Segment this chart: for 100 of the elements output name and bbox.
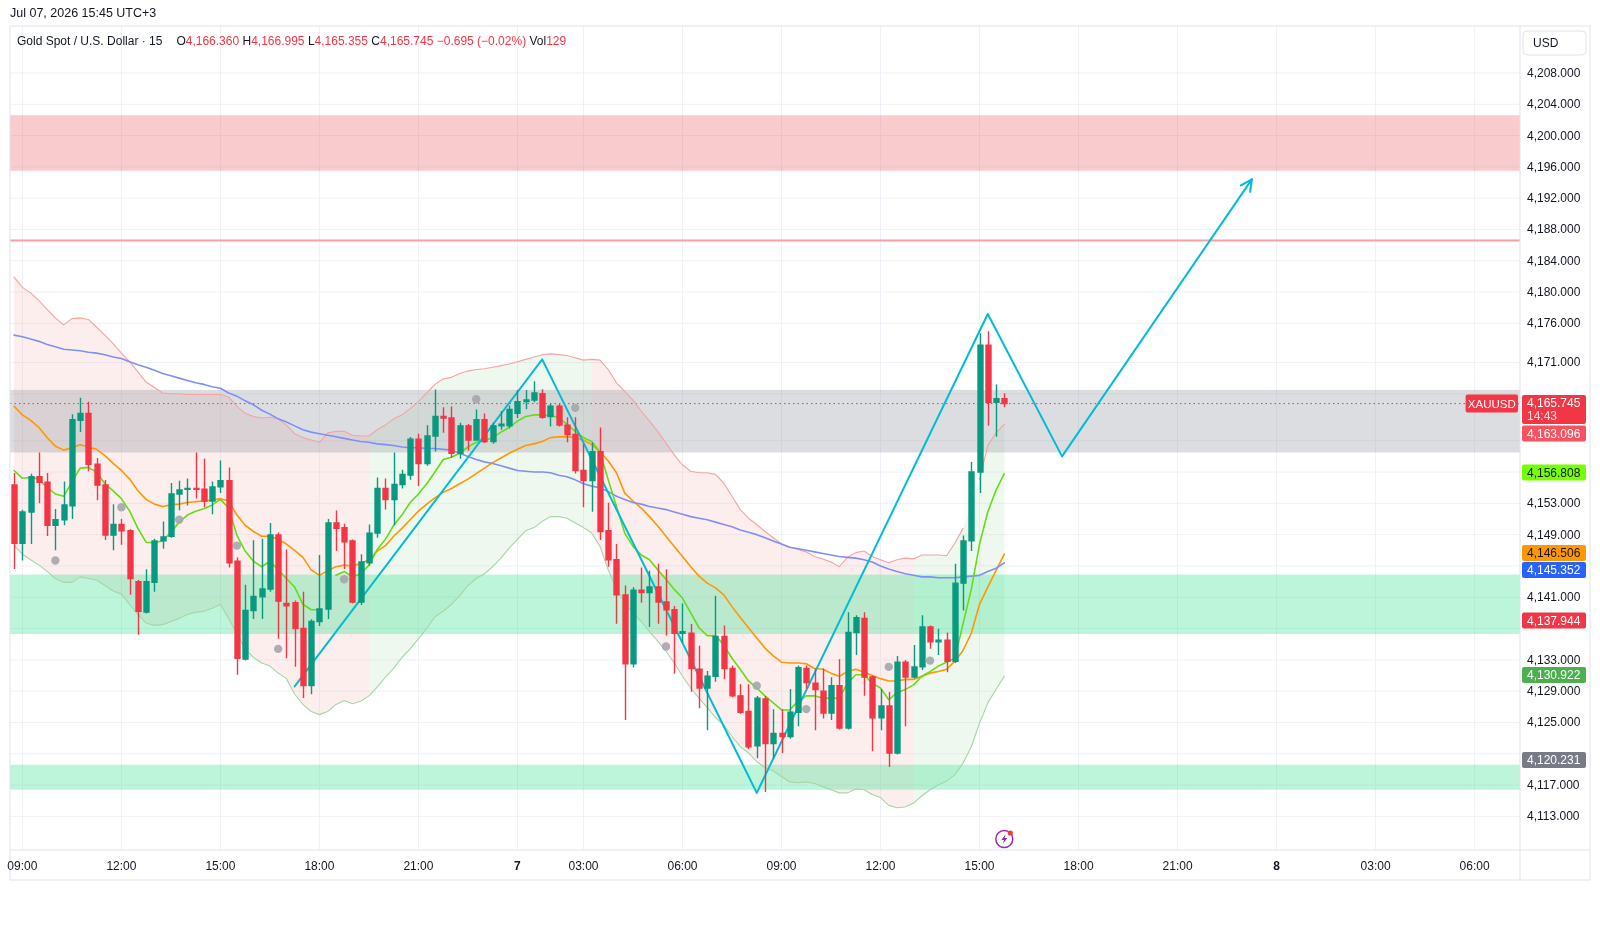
x-tick-label: 09:00 [766, 859, 797, 873]
x-tick-label: 18:00 [304, 859, 335, 873]
text: 4,120.231 [1527, 753, 1581, 767]
candlestick [993, 384, 1000, 437]
y-tick-label: 4,125.000 [1527, 715, 1581, 730]
x-tick-label: 21:00 [1162, 859, 1193, 873]
point [339, 575, 349, 584]
y-tick-label: 4,204.000 [1527, 97, 1581, 112]
candlestick [762, 695, 769, 793]
y-tick-label: 4,200.000 [1527, 128, 1581, 143]
candlestick [803, 665, 810, 689]
candlestick [894, 656, 901, 755]
line-series [13, 516, 1005, 809]
x-tick-label: 09:00 [7, 859, 38, 873]
y-tick-label: 4,149.000 [1527, 527, 1581, 542]
candlestick [696, 645, 703, 709]
x-tick-label: 18:00 [1063, 859, 1094, 873]
point [925, 656, 935, 665]
candlestick [283, 549, 290, 659]
text: 4,165.745 14:43 [1527, 396, 1581, 423]
candlestick [638, 567, 645, 603]
point [51, 556, 60, 565]
candlestick [325, 519, 332, 620]
x-tick-label: 21:00 [403, 859, 434, 873]
candlestick [481, 413, 488, 443]
x-tick-label: 06:00 [1459, 859, 1490, 873]
text: 4,163.096 [1527, 426, 1581, 441]
text: 4,156.808 [1527, 465, 1581, 480]
candlestick [646, 570, 653, 627]
line-series [13, 334, 1006, 579]
ref-line-label: XAUUSD [1467, 397, 1516, 410]
y-tick-label: 4,184.000 [1527, 253, 1581, 268]
y-tick-label: 4,171.000 [1527, 355, 1581, 370]
candlestick [415, 433, 422, 487]
y-tick-label: 4,192.000 [1527, 191, 1581, 206]
candlestick [927, 625, 934, 649]
x-tick-label: 15:00 [964, 859, 995, 873]
y-tick-label: 4,208.000 [1527, 65, 1581, 80]
candlestick [828, 677, 835, 721]
point [661, 642, 671, 651]
text: Jul 07, 2026 15:45 UTC+3 [10, 6, 157, 20]
x-tick-label: 15:00 [205, 859, 236, 873]
candlestick [770, 709, 777, 759]
y-tick-label: 4,117.000 [1527, 778, 1580, 793]
candlestick [820, 668, 827, 719]
y-tick-label: 4,180.000 [1527, 285, 1581, 300]
text: O4,166.360 H4,166.995 L4,165.355 C4,165.745 −0.695 (−0.02%) Vol129 [176, 34, 567, 48]
candlestick [836, 659, 843, 730]
candlestick [52, 508, 59, 551]
candlestick [135, 580, 142, 635]
point [752, 681, 761, 690]
text: 4,137.944 [1527, 613, 1581, 628]
candlestick [812, 668, 819, 731]
x-tick-label: 03:00 [1360, 859, 1391, 873]
y-axis-title: USD [1533, 36, 1559, 50]
text: 4,145.352 [1527, 563, 1581, 577]
candlestick [473, 409, 480, 441]
candlestick [902, 659, 909, 727]
candlestick [754, 695, 761, 759]
point [174, 515, 184, 524]
y-tick-label: 4,141.000 [1527, 590, 1581, 605]
x-tick-label: 12:00 [106, 859, 137, 873]
candlestick [457, 422, 464, 459]
candlestick [275, 532, 282, 639]
x-tick-label: 06:00 [667, 859, 698, 873]
text: 4,146.506 [1527, 546, 1581, 560]
x-tick-label: 12:00 [865, 859, 896, 873]
candlestick [886, 692, 893, 767]
point [273, 644, 283, 654]
point [117, 503, 126, 512]
point [884, 662, 893, 672]
candlestick [878, 688, 885, 731]
y-tick-label: 4,129.000 [1527, 684, 1581, 699]
candlestick [688, 623, 695, 692]
y-tick-label: 4,176.000 [1527, 316, 1581, 331]
y-tick-label: 4,153.000 [1527, 496, 1581, 511]
point [472, 395, 481, 404]
x-tick-label: 7 [514, 859, 522, 873]
candlestick [110, 504, 117, 551]
text: 4,130.922 [1527, 668, 1581, 682]
y-tick-label: 4,133.000 [1527, 652, 1581, 667]
candlestick [935, 628, 942, 656]
candlestick [11, 472, 18, 569]
candlestick [977, 333, 984, 494]
y-tick-label: 4,196.000 [1527, 159, 1581, 174]
candlestick [944, 632, 951, 673]
candlestick [622, 585, 629, 721]
candlestick [679, 603, 686, 644]
point [802, 704, 811, 714]
candlestick [589, 442, 596, 512]
x-tick-label: 03:00 [568, 859, 599, 873]
text: Gold Spot / U.S. Dollar · 15 [17, 34, 163, 48]
candlestick [630, 587, 637, 668]
candlestick [465, 424, 472, 451]
candlestick [28, 473, 35, 544]
y-tick-label: 4,113.000 [1527, 809, 1580, 824]
candlestick [382, 478, 389, 510]
candlestick [127, 529, 134, 595]
x-tick-label: 8 [1273, 859, 1281, 873]
point [232, 541, 242, 550]
